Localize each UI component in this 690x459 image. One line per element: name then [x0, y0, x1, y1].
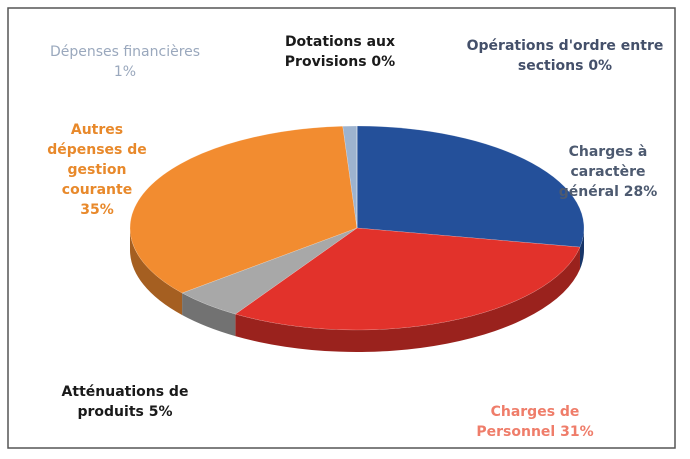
category-label: Atténuations de produits [61, 384, 189, 420]
slice-side [579, 228, 584, 270]
slice-side [182, 293, 236, 337]
slice-label: Autres dépenses de gestion courante 35% [47, 120, 147, 220]
value-label: 5% [148, 404, 173, 420]
slice-label: Dépenses financières 1% [45, 42, 205, 82]
slice-label: Charges à caractère général 28% [553, 142, 663, 202]
category-label: Dépenses financières [49, 44, 201, 60]
category-label: Charges de Personnel [476, 404, 580, 440]
value-label: 35% [80, 202, 114, 218]
category-label: Dotations aux Provisions [284, 34, 396, 70]
slice-side [235, 247, 580, 352]
value-label: 0% [371, 54, 396, 70]
value-label: 1% [113, 64, 137, 80]
slice [234, 227, 581, 331]
slice-label: Dotations aux Provisions 0% [250, 32, 430, 72]
slice [181, 227, 358, 315]
slice-label: Atténuations de produits 5% [35, 382, 215, 422]
slice [342, 125, 358, 229]
category-label: Autres dépenses de gestion courante [47, 122, 147, 198]
slice-label: Charges de Personnel 31% [450, 402, 620, 442]
slice-side [130, 228, 183, 316]
category-label: Opérations d'ordre entre sections [466, 38, 664, 74]
value-label: 28% [623, 184, 658, 200]
slice [356, 125, 585, 248]
slice [129, 125, 358, 294]
category-label: Charges à caractère général [558, 144, 648, 200]
frame [7, 7, 676, 449]
value-label: 0% [588, 58, 613, 74]
slice-label: Opérations d'ordre entre sections 0% [455, 36, 675, 76]
value-label: 31% [560, 424, 594, 440]
